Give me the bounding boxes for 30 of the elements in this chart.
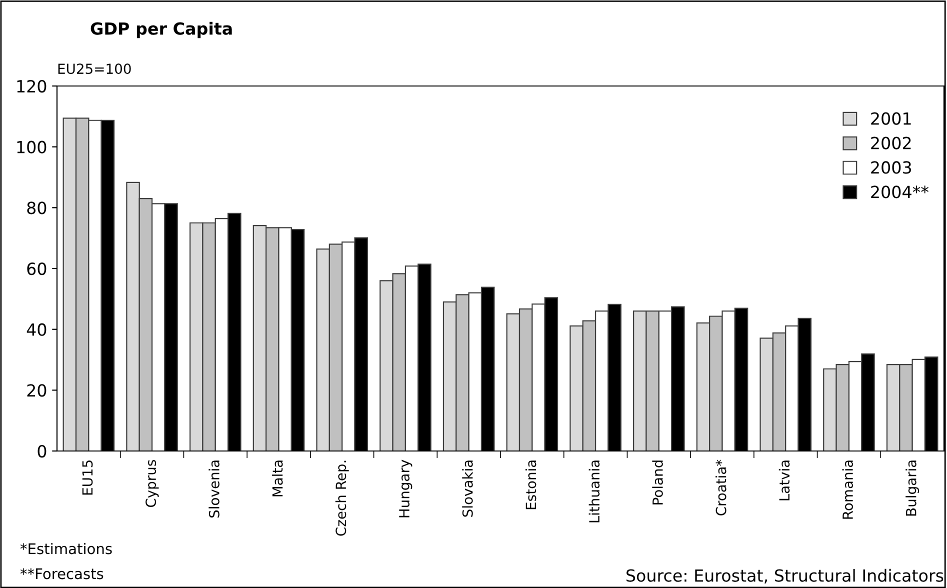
y-tick-label: 100 <box>17 140 46 154</box>
legend-label: 2004** <box>871 186 928 198</box>
y-tick-label: 0 <box>38 444 46 458</box>
y-tick-label: 120 <box>17 80 46 93</box>
x-tick-label: Malta <box>272 460 283 496</box>
chart-title: GDP per Capita <box>90 22 232 38</box>
x-tick-label: Estonia <box>525 460 536 510</box>
x-tick-label: Romania <box>842 460 853 519</box>
chart-subtitle: EU25=100 <box>58 64 131 74</box>
x-tick-label: Hungary <box>399 460 412 518</box>
legend-label: 2003 <box>871 161 911 174</box>
x-tick-label: Croatia* <box>716 460 726 516</box>
text: *Estimations <box>20 542 112 554</box>
y-tick-label: 80 <box>27 202 46 214</box>
text: **Forecasts <box>20 568 104 580</box>
x-tick-label: Slovenia <box>208 460 220 518</box>
legend-label: 2001 <box>871 112 911 125</box>
y-tick-label: 60 <box>27 262 46 276</box>
x-tick-label: Poland <box>652 460 663 504</box>
x-tick-label: Czech Rep. <box>335 460 349 536</box>
x-tick-label: Latvia <box>778 460 790 500</box>
y-tick-label: 40 <box>26 323 46 336</box>
y-tick-label: 20 <box>27 384 46 397</box>
x-tick-label: Bulgaria <box>906 460 920 516</box>
x-tick-label: EU15 <box>82 460 93 495</box>
x-tick-label: Lithuania <box>588 460 600 522</box>
source-note: Source: Eurostat, Structural Indicators <box>626 568 944 584</box>
legend-label: 2002 <box>871 136 911 150</box>
x-tick-label: Slovakia <box>462 460 473 517</box>
x-tick-label: Cyprus <box>146 460 159 508</box>
